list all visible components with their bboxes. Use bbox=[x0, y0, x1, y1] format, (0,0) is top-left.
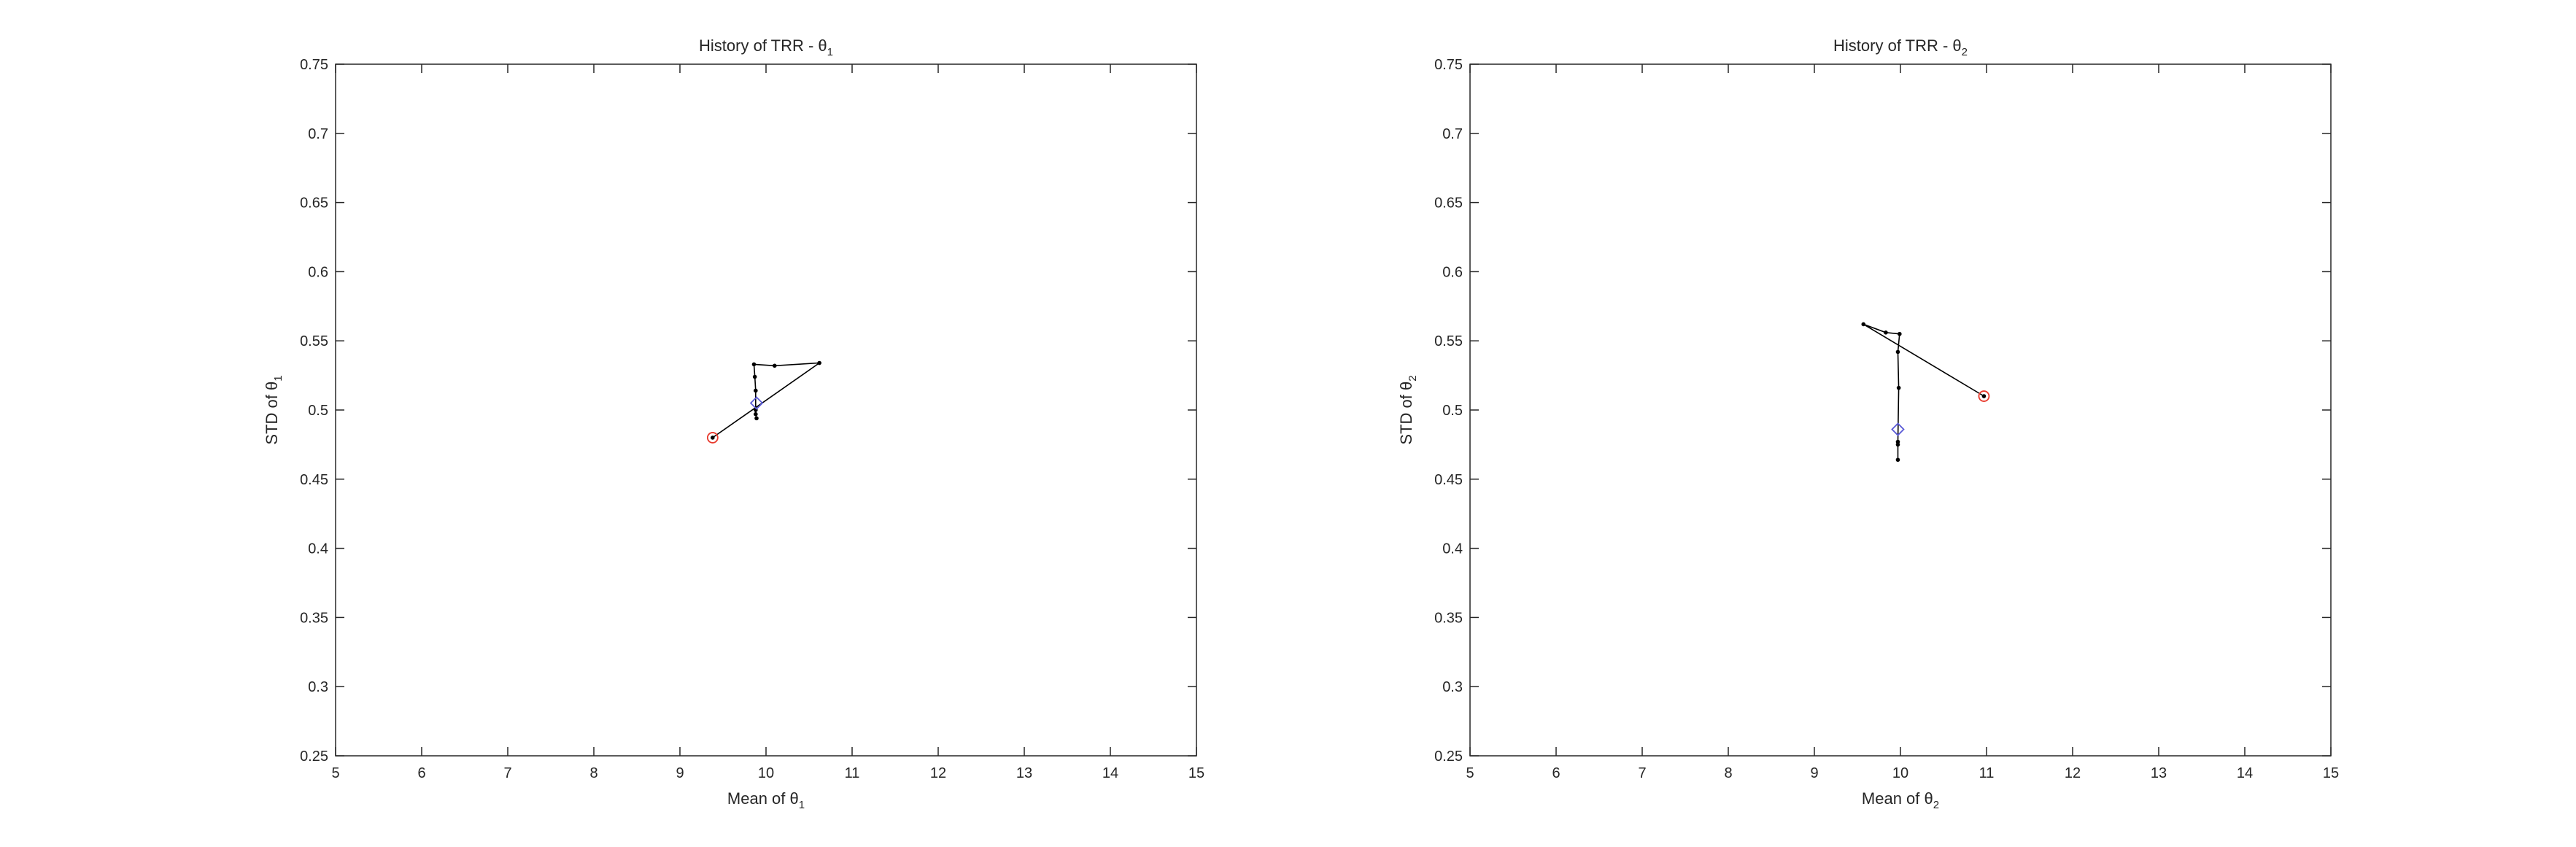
chart-1: 5 6 7 8 9 10 11 12 13 14 15 0.25 0.3 0.35 0.4 0.45 0.5 0.… bbox=[263, 36, 1204, 811]
x-tick-label: 11 bbox=[845, 765, 860, 781]
x-tick-label: 7 bbox=[503, 765, 511, 781]
y-tick-label: 0.4 bbox=[1442, 541, 1463, 557]
history-point bbox=[1896, 385, 1901, 390]
y-tick-label: 0.6 bbox=[308, 264, 328, 280]
y-tick-label: 0.6 bbox=[1442, 264, 1463, 280]
y-tick-label: 0.55 bbox=[300, 333, 328, 349]
x-tick-label: 9 bbox=[676, 765, 684, 781]
chart-2: 5 6 7 8 9 10 11 12 13 14 15 0.25 0.3 0.35 0.4 0.45 0.5 0.… bbox=[1397, 36, 2339, 811]
x-tick-label: 11 bbox=[1979, 765, 1995, 781]
y-tick-label: 0.55 bbox=[1434, 333, 1463, 349]
start-point bbox=[1981, 394, 1986, 398]
x-tick-label: 14 bbox=[2237, 765, 2253, 781]
y-tick-label: 0.3 bbox=[1442, 679, 1463, 695]
x-tick-label: 5 bbox=[331, 765, 339, 781]
y-tick-label: 0.35 bbox=[300, 610, 328, 626]
history-point bbox=[754, 411, 758, 417]
history-point bbox=[773, 363, 777, 368]
y-tick-label: 0.5 bbox=[308, 403, 328, 419]
x-tick-label: 7 bbox=[1638, 765, 1646, 781]
x-tick-label: 14 bbox=[1102, 765, 1118, 781]
x-tick-label: 8 bbox=[1724, 765, 1732, 781]
chart-title: History of TRR - θ2 bbox=[1833, 36, 1968, 58]
chart-title: History of TRR - θ1 bbox=[699, 36, 833, 58]
x-tick-label: 12 bbox=[2065, 765, 2081, 781]
x-tick-label: 10 bbox=[758, 765, 774, 781]
x-tick-label: 9 bbox=[1810, 765, 1818, 781]
start-point bbox=[711, 436, 715, 440]
history-point bbox=[1884, 330, 1888, 335]
end-marker bbox=[1891, 422, 1905, 436]
x-tick-label: 15 bbox=[2323, 765, 2339, 781]
y-tick-label: 0.65 bbox=[1434, 196, 1463, 212]
history-point bbox=[1861, 322, 1866, 327]
history-point bbox=[1895, 349, 1900, 355]
y-tick-label: 0.25 bbox=[300, 749, 328, 765]
y-tick-label: 0.25 bbox=[1434, 749, 1463, 765]
end-marker bbox=[749, 396, 764, 410]
x-tick-label: 8 bbox=[589, 765, 597, 781]
x-tick-label: 13 bbox=[2151, 765, 2167, 781]
y-tick-label: 0.45 bbox=[1434, 472, 1463, 488]
history-point bbox=[817, 360, 821, 366]
start-marker bbox=[706, 432, 719, 444]
history-point bbox=[751, 362, 757, 367]
y-tick-label: 0.4 bbox=[308, 541, 328, 557]
history-point bbox=[754, 388, 758, 393]
x-axis-label: Mean of θ2 bbox=[1862, 789, 1939, 811]
x-tick-label: 12 bbox=[930, 765, 946, 781]
y-axis-label: STD of θ2 bbox=[1397, 375, 1419, 444]
y-tick-label: 0.5 bbox=[1442, 403, 1463, 419]
x-tick-label: 6 bbox=[1552, 765, 1560, 781]
plot-area bbox=[335, 63, 1197, 757]
y-tick-label: 0.3 bbox=[308, 679, 328, 695]
x-tick-label: 5 bbox=[1466, 765, 1474, 781]
y-tick-label: 0.7 bbox=[308, 126, 328, 142]
y-tick-label: 0.65 bbox=[300, 196, 328, 212]
x-tick-label: 15 bbox=[1188, 765, 1204, 781]
history-point bbox=[1895, 442, 1900, 447]
x-axis-label: Mean of θ1 bbox=[727, 789, 805, 811]
history-point bbox=[754, 416, 759, 421]
plot-area bbox=[1469, 63, 2332, 757]
start-marker bbox=[1978, 390, 1990, 402]
y-tick-label: 0.35 bbox=[1434, 610, 1463, 626]
y-tick-label: 0.75 bbox=[300, 57, 328, 73]
history-point bbox=[752, 374, 757, 379]
history-point bbox=[1898, 331, 1902, 336]
y-axis-label: STD of θ1 bbox=[263, 375, 285, 444]
x-tick-label: 10 bbox=[1892, 765, 1908, 781]
x-tick-label: 6 bbox=[417, 765, 425, 781]
history-point bbox=[1895, 457, 1900, 463]
y-tick-label: 0.45 bbox=[300, 472, 328, 488]
y-tick-label: 0.75 bbox=[1434, 57, 1463, 73]
x-tick-label: 13 bbox=[1016, 765, 1032, 781]
y-tick-label: 0.7 bbox=[1442, 126, 1463, 142]
